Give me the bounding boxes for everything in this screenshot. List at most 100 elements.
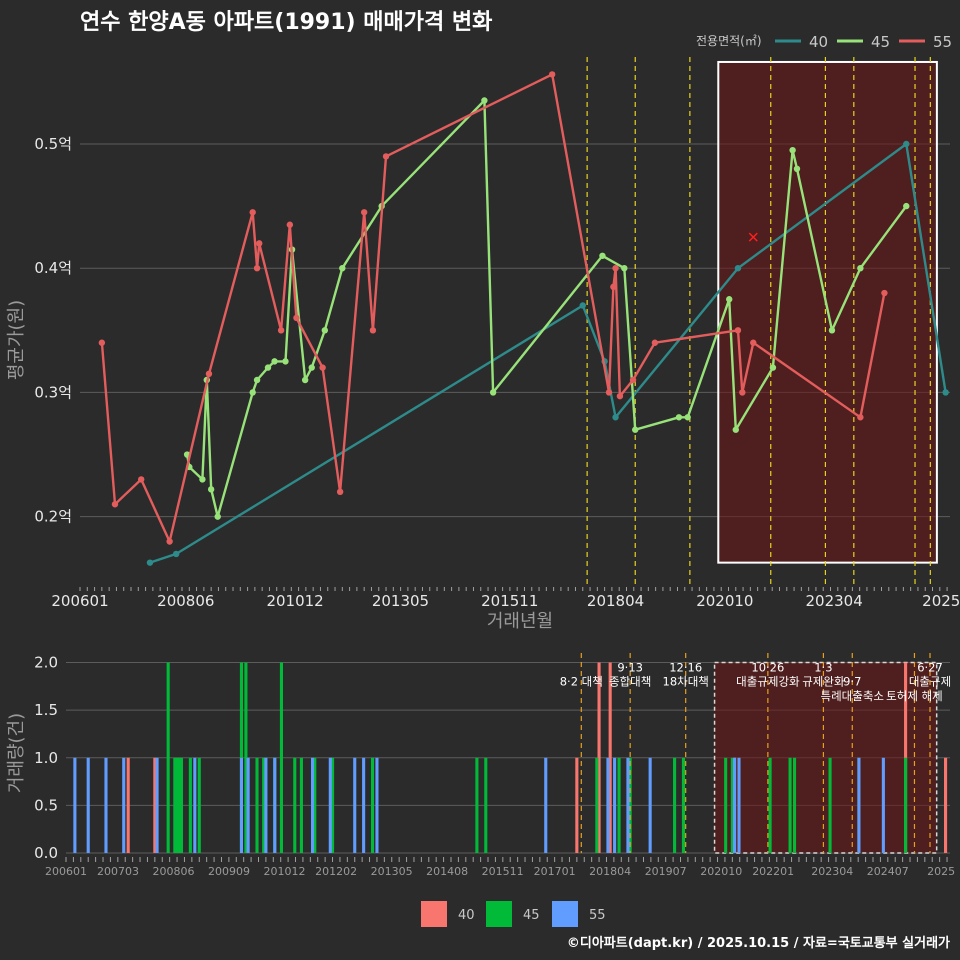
data-point-55 xyxy=(881,289,888,297)
data-point-40 xyxy=(734,265,742,272)
bar-55 xyxy=(732,757,737,853)
data-point-55 xyxy=(319,364,326,371)
data-point-55 xyxy=(360,209,368,216)
bar-55 xyxy=(122,757,126,853)
data-point-55 xyxy=(138,476,145,483)
bar-45 xyxy=(188,757,192,853)
bottom-x-tick-label: 201907 xyxy=(645,865,687,878)
bottom-x-tick-label: 201012 xyxy=(264,865,306,878)
bar-45 xyxy=(617,757,621,853)
bottom-y-tick-label: 1.5 xyxy=(34,701,58,719)
event-label: 10·26 xyxy=(751,660,784,674)
data-point-55 xyxy=(734,327,742,334)
bottom-legend-swatch-55 xyxy=(552,901,578,927)
event-label: 토허제 해제 xyxy=(886,689,943,703)
bottom-legend-label-55: 55 xyxy=(589,908,606,923)
data-point-55 xyxy=(548,71,556,78)
bar-45 xyxy=(595,757,599,853)
data-point-55 xyxy=(612,265,619,272)
bar-45 xyxy=(828,757,832,853)
bar-40 xyxy=(608,662,612,853)
bar-55 xyxy=(104,757,108,853)
data-point-55 xyxy=(336,488,344,496)
event-label: 종합대책 xyxy=(609,675,651,689)
data-point-55 xyxy=(249,209,256,216)
bottom-x-tick-label: 200806 xyxy=(153,865,195,878)
bottom-y-tick-label: 0.0 xyxy=(34,844,58,862)
data-point-45 xyxy=(828,327,836,334)
bottom-y-tick-label: 0.5 xyxy=(34,796,58,814)
data-point-55 xyxy=(739,389,746,396)
data-point-45 xyxy=(789,146,796,154)
bottom-y-axis-title: 거래량(건) xyxy=(6,713,27,793)
top-x-tick-label: 201305 xyxy=(372,592,429,610)
event-label: 9·7 xyxy=(843,675,861,689)
data-point-45 xyxy=(321,327,329,334)
bar-55 xyxy=(328,757,332,853)
bar-45 xyxy=(313,757,317,853)
bottom-x-tick-label: 201701 xyxy=(534,865,576,878)
bottom-x-tick-label: 200909 xyxy=(208,865,250,878)
data-point-45 xyxy=(253,376,261,384)
bar-45 xyxy=(244,662,248,853)
bottom-highlight-rect xyxy=(713,661,938,854)
data-point-45 xyxy=(793,165,801,173)
data-point-40 xyxy=(942,389,949,396)
bar-40 xyxy=(153,757,157,853)
bar-45 xyxy=(166,662,170,853)
data-point-55 xyxy=(610,283,617,291)
bar-40 xyxy=(597,662,601,853)
data-point-45 xyxy=(339,265,346,272)
data-point-45 xyxy=(264,364,272,371)
top-x-tick-label: 202010 xyxy=(696,592,753,610)
top-x-tick-label: 200601 xyxy=(51,592,108,610)
data-point-40 xyxy=(146,559,154,566)
data-point-40 xyxy=(579,302,586,309)
bar-55 xyxy=(155,757,159,853)
legend-label-40: 40 xyxy=(809,33,828,51)
bar-45 xyxy=(904,757,908,853)
bar-55 xyxy=(648,757,652,853)
series-line-55 xyxy=(100,73,886,543)
data-point-55 xyxy=(605,389,613,396)
event-label: 1·3 xyxy=(814,660,832,674)
data-point-55 xyxy=(98,339,106,346)
bar-45 xyxy=(173,757,177,853)
data-point-55 xyxy=(166,538,173,545)
data-point-55 xyxy=(293,314,300,322)
bar-45 xyxy=(197,757,201,853)
top-legend: 전용면적(㎡) 40 45 55 xyxy=(696,33,952,51)
bar-45 xyxy=(179,757,184,853)
event-label: 8·2 대책 xyxy=(560,675,603,689)
bar-45 xyxy=(673,757,677,853)
data-point-45 xyxy=(769,364,777,371)
data-point-45 xyxy=(271,358,278,365)
top-policy-lines xyxy=(586,57,931,585)
legend-label-55: 55 xyxy=(933,33,952,51)
data-point-45 xyxy=(301,376,309,384)
data-point-45 xyxy=(599,252,606,259)
bar-45 xyxy=(628,757,632,853)
bar-55 xyxy=(362,757,366,853)
bottom-x-tick-label: 201511 xyxy=(482,865,524,878)
top-y-tick-label: 0.2억 xyxy=(34,508,72,526)
top-x-tick-label: 201511 xyxy=(481,592,538,610)
bottom-x-tick-label: 202407 xyxy=(867,865,909,878)
data-point-55 xyxy=(857,414,864,421)
event-label: 12·16 xyxy=(669,660,702,674)
bottom-x-tick-label: 200703 xyxy=(97,865,139,878)
data-point-45 xyxy=(857,265,864,272)
data-point-45 xyxy=(684,414,691,421)
bar-55 xyxy=(857,757,861,853)
data-point-45 xyxy=(481,97,488,104)
data-point-55 xyxy=(205,370,213,377)
data-point-45 xyxy=(732,426,739,433)
bar-55 xyxy=(626,757,630,853)
data-point-45 xyxy=(675,414,683,421)
bottom-x-tick-label: 201804 xyxy=(589,865,631,878)
bar-55 xyxy=(246,757,250,853)
bar-45 xyxy=(279,662,284,853)
bottom-legend-swatch-40 xyxy=(421,901,447,927)
data-point-45 xyxy=(214,513,221,520)
